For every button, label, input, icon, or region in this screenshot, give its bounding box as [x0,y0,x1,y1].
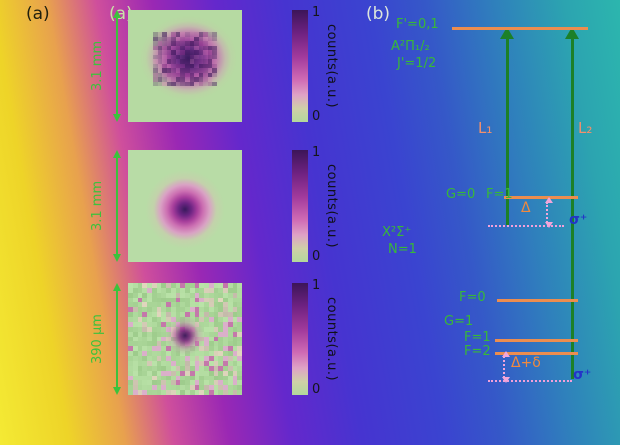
ground-n-label: N=1 [388,242,417,257]
scale-arrow-icon [113,150,121,262]
laser-l1-arrow [506,37,509,225]
colorbar-min-tick: 0 [312,249,321,264]
sigma-plus-lower-label: σ⁺ [573,367,592,383]
laser-l2-arrowhead-icon [565,27,579,39]
colorbar-max-tick: 1 [312,5,321,20]
laser-l2-arrow [571,37,574,379]
laser-l1-label: L₁ [478,119,493,137]
scale-label: 3.1 mm [90,40,105,92]
ground-state-term: X²Σ⁺ [382,225,412,240]
colorbar [292,10,308,122]
colorbar-max-tick: 1 [312,145,321,160]
delta-plus-delta-label: Δ+δ [511,355,541,371]
excited-j-label: J'=1/2 [397,56,437,71]
g1-f1-label: F=1 [464,330,491,345]
g0-f1-label: F=1 [486,187,513,202]
panel-b-label: (b) [366,4,391,24]
g1-f2-label: F=2 [464,344,491,359]
sigma-plus-upper-label: σ⁺ [569,212,588,228]
colorbar-label: counts(a.u.) [324,23,339,109]
virtual-level-upper-line [488,225,564,227]
g0-f1-level-line [504,196,578,199]
colorbar [292,283,308,395]
g1-f2-level-line [495,352,578,355]
virtual-level-lower-line [488,380,572,382]
f0-level-line [497,299,578,302]
colorbar-max-tick: 1 [312,278,321,293]
molasses-spot [128,283,242,395]
laser-l2-label: L₂ [578,119,593,137]
heatmap-bottom [128,283,242,395]
g1-f1-level-line [495,339,578,342]
colorbar-min-tick: 0 [312,382,321,397]
laser-l1-arrowhead-icon [500,27,514,39]
colorbar-min-tick: 0 [312,109,321,124]
delta-delta-detuning-arrow-icon [502,351,510,383]
excited-level-line [452,27,588,30]
colorbar-label: counts(a.u.) [324,296,339,382]
g0-label: G=0 [446,187,476,202]
colorbar-label: counts(a.u.) [324,163,339,249]
f0-label: F=0 [459,290,486,305]
excited-level-label: F'=0,1 [396,17,439,32]
heatmap-middle [128,150,242,262]
noise-texture [153,32,217,87]
heatmap-top [128,10,242,122]
panel-a-outer-label: (a) [26,4,50,24]
scale-label: 390 μm [90,314,105,364]
delta-detuning-arrow-icon [545,197,553,228]
scale-arrow-icon [113,10,121,122]
delta-label: Δ [521,200,531,216]
g1-label: G=1 [444,314,474,329]
colorbar [292,150,308,262]
scale-arrow-icon [113,283,121,395]
excited-state-term: A²Π₁/₂ [391,39,430,54]
scale-label: 3.1 mm [90,180,105,232]
